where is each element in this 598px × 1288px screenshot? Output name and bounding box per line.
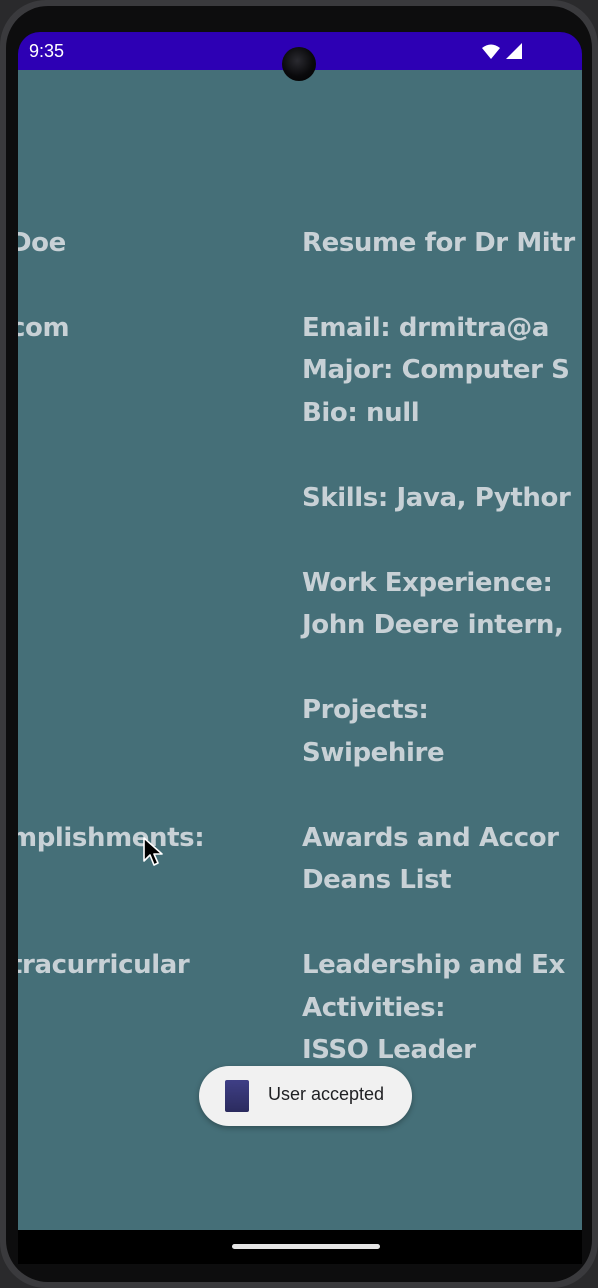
mouse-pointer-icon — [143, 837, 163, 866]
awards-heading: Awards and Accor — [302, 823, 559, 853]
phone-bezel: 9:35 Doe com mplishments: tracurricular … — [6, 6, 592, 1282]
status-icons — [480, 43, 524, 61]
left-extracurricular: tracurricular — [18, 950, 190, 980]
email-text: Email: drmitra@a — [302, 313, 550, 343]
navigation-bar — [18, 1230, 582, 1264]
work-heading: Work Experience: — [302, 568, 553, 598]
resume-screen[interactable]: Doe com mplishments: tracurricular Resum… — [18, 70, 582, 1230]
cellular-signal-icon — [506, 43, 522, 59]
leadership-heading-2: Activities: — [302, 993, 446, 1023]
front-camera — [282, 47, 316, 81]
major-text: Major: Computer S — [302, 355, 570, 385]
left-accomplishments: mplishments: — [18, 823, 205, 853]
wifi-icon — [482, 43, 522, 59]
projects-value: Swipehire — [302, 738, 445, 768]
toast-message: User accepted — [268, 1084, 385, 1104]
bio-text: Bio: null — [302, 398, 420, 428]
skills-text: Skills: Java, Pythor — [302, 483, 571, 513]
leadership-heading: Leadership and Ex — [302, 950, 565, 980]
phone-screen: 9:35 Doe com mplishments: tracurricular … — [18, 32, 582, 1264]
projects-heading: Projects: — [302, 695, 429, 725]
awards-value: Deans List — [302, 865, 452, 895]
status-time: 9:35 — [29, 41, 65, 61]
left-email: com — [18, 313, 70, 343]
home-gesture-handle[interactable] — [232, 1244, 380, 1249]
leadership-value: ISSO Leader — [302, 1035, 476, 1065]
work-value: John Deere intern, — [302, 610, 564, 640]
left-name: Doe — [18, 228, 66, 258]
app-icon — [225, 1080, 249, 1112]
toast: User accepted — [199, 1066, 412, 1126]
resume-title: Resume for Dr Mitr — [302, 228, 575, 258]
